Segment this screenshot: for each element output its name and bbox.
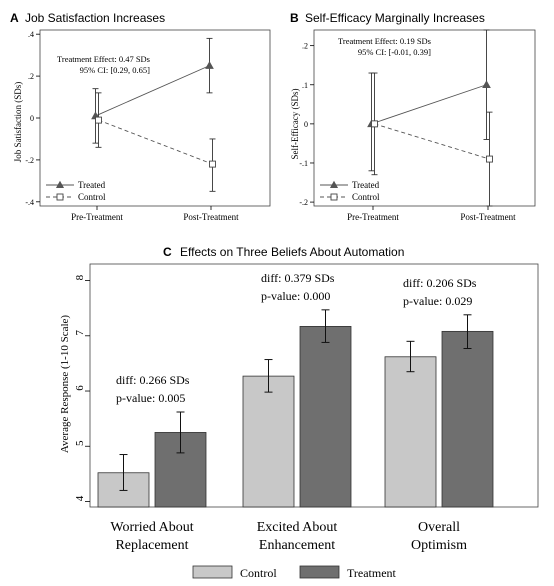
panel-b-y-tick-label: -.1 <box>299 159 308 168</box>
panel-c-title: Effects on Three Beliefs About Automatio… <box>180 245 404 259</box>
panel-c-annotation-diff: diff: 0.266 SDs <box>116 373 190 387</box>
panel-a-y-tick-label: .4 <box>28 30 34 39</box>
panel-a-title: Job Satisfaction Increases <box>25 11 165 25</box>
panel-a-x-tick-label: Pre-Treatment <box>71 212 123 222</box>
panel-a-y-tick-label: .2 <box>28 72 34 81</box>
panel-c-bar-treatment <box>299 326 352 508</box>
panel-b-y-tick-label: -.2 <box>299 198 308 207</box>
panel-b-series-line-control <box>374 123 490 160</box>
panel-b-legend-marker <box>330 193 338 201</box>
panel-c-legend-swatch-treatment <box>299 565 340 579</box>
panel-c-legend-label: Control <box>240 566 277 580</box>
panel-c-annotation-pvalue: p-value: 0.005 <box>116 391 185 405</box>
panel-a-plot: -.4 -.2 0 .2 .4 Pre-Treatment Post-Treatment Tr… <box>25 29 271 222</box>
panel-a-series-line-control <box>98 119 213 165</box>
panel-c-legend-swatch-control <box>192 565 233 579</box>
panel-c-ylabel: Average Response (1-10 Scale) <box>59 315 71 453</box>
panel-a-x-tick-label: Post-Treatment <box>183 212 239 222</box>
panel-a-point-treated <box>205 61 214 69</box>
panel-a-legend-marker <box>55 180 65 189</box>
panel-b-y-tick-label: .1 <box>302 81 308 90</box>
panel-a-legend-label: Treated <box>78 180 106 190</box>
panel-b-series-line-treated <box>371 84 487 125</box>
panel-a-letter: A <box>10 11 19 25</box>
panel-c-legend-label: Treatment <box>347 566 397 580</box>
panel-c-category-label: Overall <box>418 520 460 535</box>
panel-b-point-treated <box>482 80 491 89</box>
panel-a-point-control <box>209 160 216 168</box>
panel-c-y-tick-label: 7 <box>74 330 86 336</box>
panel-c-category-label: Excited About <box>257 520 338 535</box>
panel-a: A Job Satisfaction Increases Job Satisfa… <box>10 11 271 222</box>
panel-b-title: Self-Efficacy Marginally Increases <box>305 11 485 25</box>
panel-b-plot: -.2 -.1 0 .1 .2 Pre-Treatment Post-Treatment Tr… <box>299 29 536 222</box>
panel-c-bar-treatment <box>441 330 494 508</box>
panel-b: B Self-Efficacy Marginally Increases Sel… <box>290 11 536 222</box>
panel-b-legend-label: Treated <box>352 180 380 190</box>
panel-b-annotation-line1: Treatment Effect: 0.19 SDs <box>338 36 431 46</box>
panel-b-ylabel: Self-Efficacy (SDs) <box>290 88 300 159</box>
panel-a-point-control <box>95 116 102 124</box>
panel-c-y-tick-label: 8 <box>74 274 86 280</box>
panel-c-y-tick-label: 5 <box>74 440 86 446</box>
panel-b-plot-frame <box>313 29 536 207</box>
panel-b-point-control <box>371 120 378 128</box>
panel-a-legend-marker <box>56 193 64 201</box>
panel-c-bar-control <box>242 375 295 508</box>
panel-a-ylabel: Job Satisfaction (SDs) <box>13 82 23 163</box>
panel-b-x-tick-label: Post-Treatment <box>460 212 516 222</box>
panel-b-y-tick-label: .2 <box>302 42 308 51</box>
panel-a-annotation-line1: Treatment Effect: 0.47 SDs <box>57 54 150 64</box>
panel-c-category-label: Optimism <box>411 538 467 553</box>
panel-c-bar-control <box>384 356 437 508</box>
panel-c-annotation-diff: diff: 0.206 SDs <box>403 276 477 290</box>
panel-a-y-tick-label: 0 <box>30 114 34 123</box>
panel-b-y-tick-label: 0 <box>304 120 308 129</box>
panel-c-annotation-pvalue: p-value: 0.029 <box>403 294 472 308</box>
panel-b-legend-label: Control <box>352 192 380 202</box>
panel-a-y-tick-label: -.2 <box>25 156 34 165</box>
panel-b-x-tick-label: Pre-Treatment <box>347 212 399 222</box>
panel-c: C Effects on Three Beliefs About Automat… <box>59 245 539 580</box>
panel-c-annotation-diff: diff: 0.379 SDs <box>261 271 335 285</box>
panel-c-y-tick-label: 4 <box>74 495 86 501</box>
panel-c-category-label: Worried About <box>110 520 193 535</box>
panel-b-letter: B <box>290 11 299 25</box>
panel-a-series-line-treated <box>95 65 210 117</box>
panel-c-category-label: Replacement <box>115 538 188 553</box>
panel-b-annotation-line2: 95% CI: [-0.01, 0.39] <box>358 47 431 57</box>
panel-a-y-tick-label: -.4 <box>25 198 34 207</box>
panel-c-letter: C <box>163 245 172 259</box>
panel-c-plot: 4 5 6 7 8 Worried About Replacement diff: 0.266… <box>74 263 539 580</box>
panel-b-point-control <box>486 155 493 163</box>
panel-c-y-tick-label: 6 <box>74 385 86 391</box>
panel-b-legend-marker <box>329 180 339 189</box>
panel-a-annotation-line2: 95% CI: [0.29, 0.65] <box>80 65 151 75</box>
panel-c-category-label: Enhancement <box>259 538 335 553</box>
panel-c-annotation-pvalue: p-value: 0.000 <box>261 289 330 303</box>
panel-a-legend-label: Control <box>78 192 106 202</box>
